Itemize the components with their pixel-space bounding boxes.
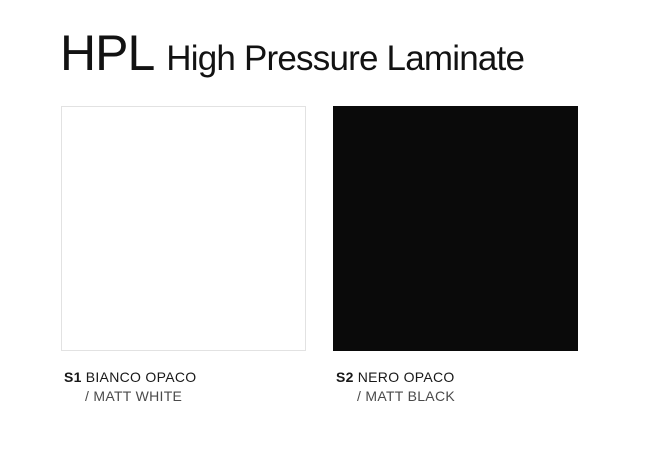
swatch-s2-name-line: S2 NERO OPACO <box>333 368 578 387</box>
swatch-s1-name-line: S1 BIANCO OPACO <box>61 368 306 387</box>
swatch-card-s1: S1 BIANCO OPACO / MATT WHITE <box>61 106 306 406</box>
swatch-s2-matt-black <box>333 106 578 351</box>
swatch-row: S1 BIANCO OPACO / MATT WHITE S2 NERO OPACO… <box>61 106 578 406</box>
page-title: HPL High Pressure Laminate <box>60 25 525 81</box>
swatch-card-s2: S2 NERO OPACO / MATT BLACK <box>333 106 578 406</box>
swatch-s1-code: S1 <box>64 369 82 385</box>
swatch-s2-name-en: / MATT BLACK <box>357 388 455 404</box>
swatch-s2-code: S2 <box>336 369 354 385</box>
swatch-s2-color-fill <box>334 107 577 350</box>
material-acronym: HPL <box>60 25 155 81</box>
swatch-s1-caption: S1 BIANCO OPACO / MATT WHITE <box>61 368 306 406</box>
swatch-s1-name-en: / MATT WHITE <box>85 388 183 404</box>
material-full-name: High Pressure Laminate <box>166 39 525 78</box>
swatch-s1-name-it: BIANCO OPACO <box>85 369 197 385</box>
swatch-s2-name-it: NERO OPACO <box>357 369 455 385</box>
swatch-s1-matt-white <box>61 106 306 351</box>
swatch-s2-caption: S2 NERO OPACO / MATT BLACK <box>333 368 578 406</box>
swatch-s1-color-fill <box>62 107 305 350</box>
